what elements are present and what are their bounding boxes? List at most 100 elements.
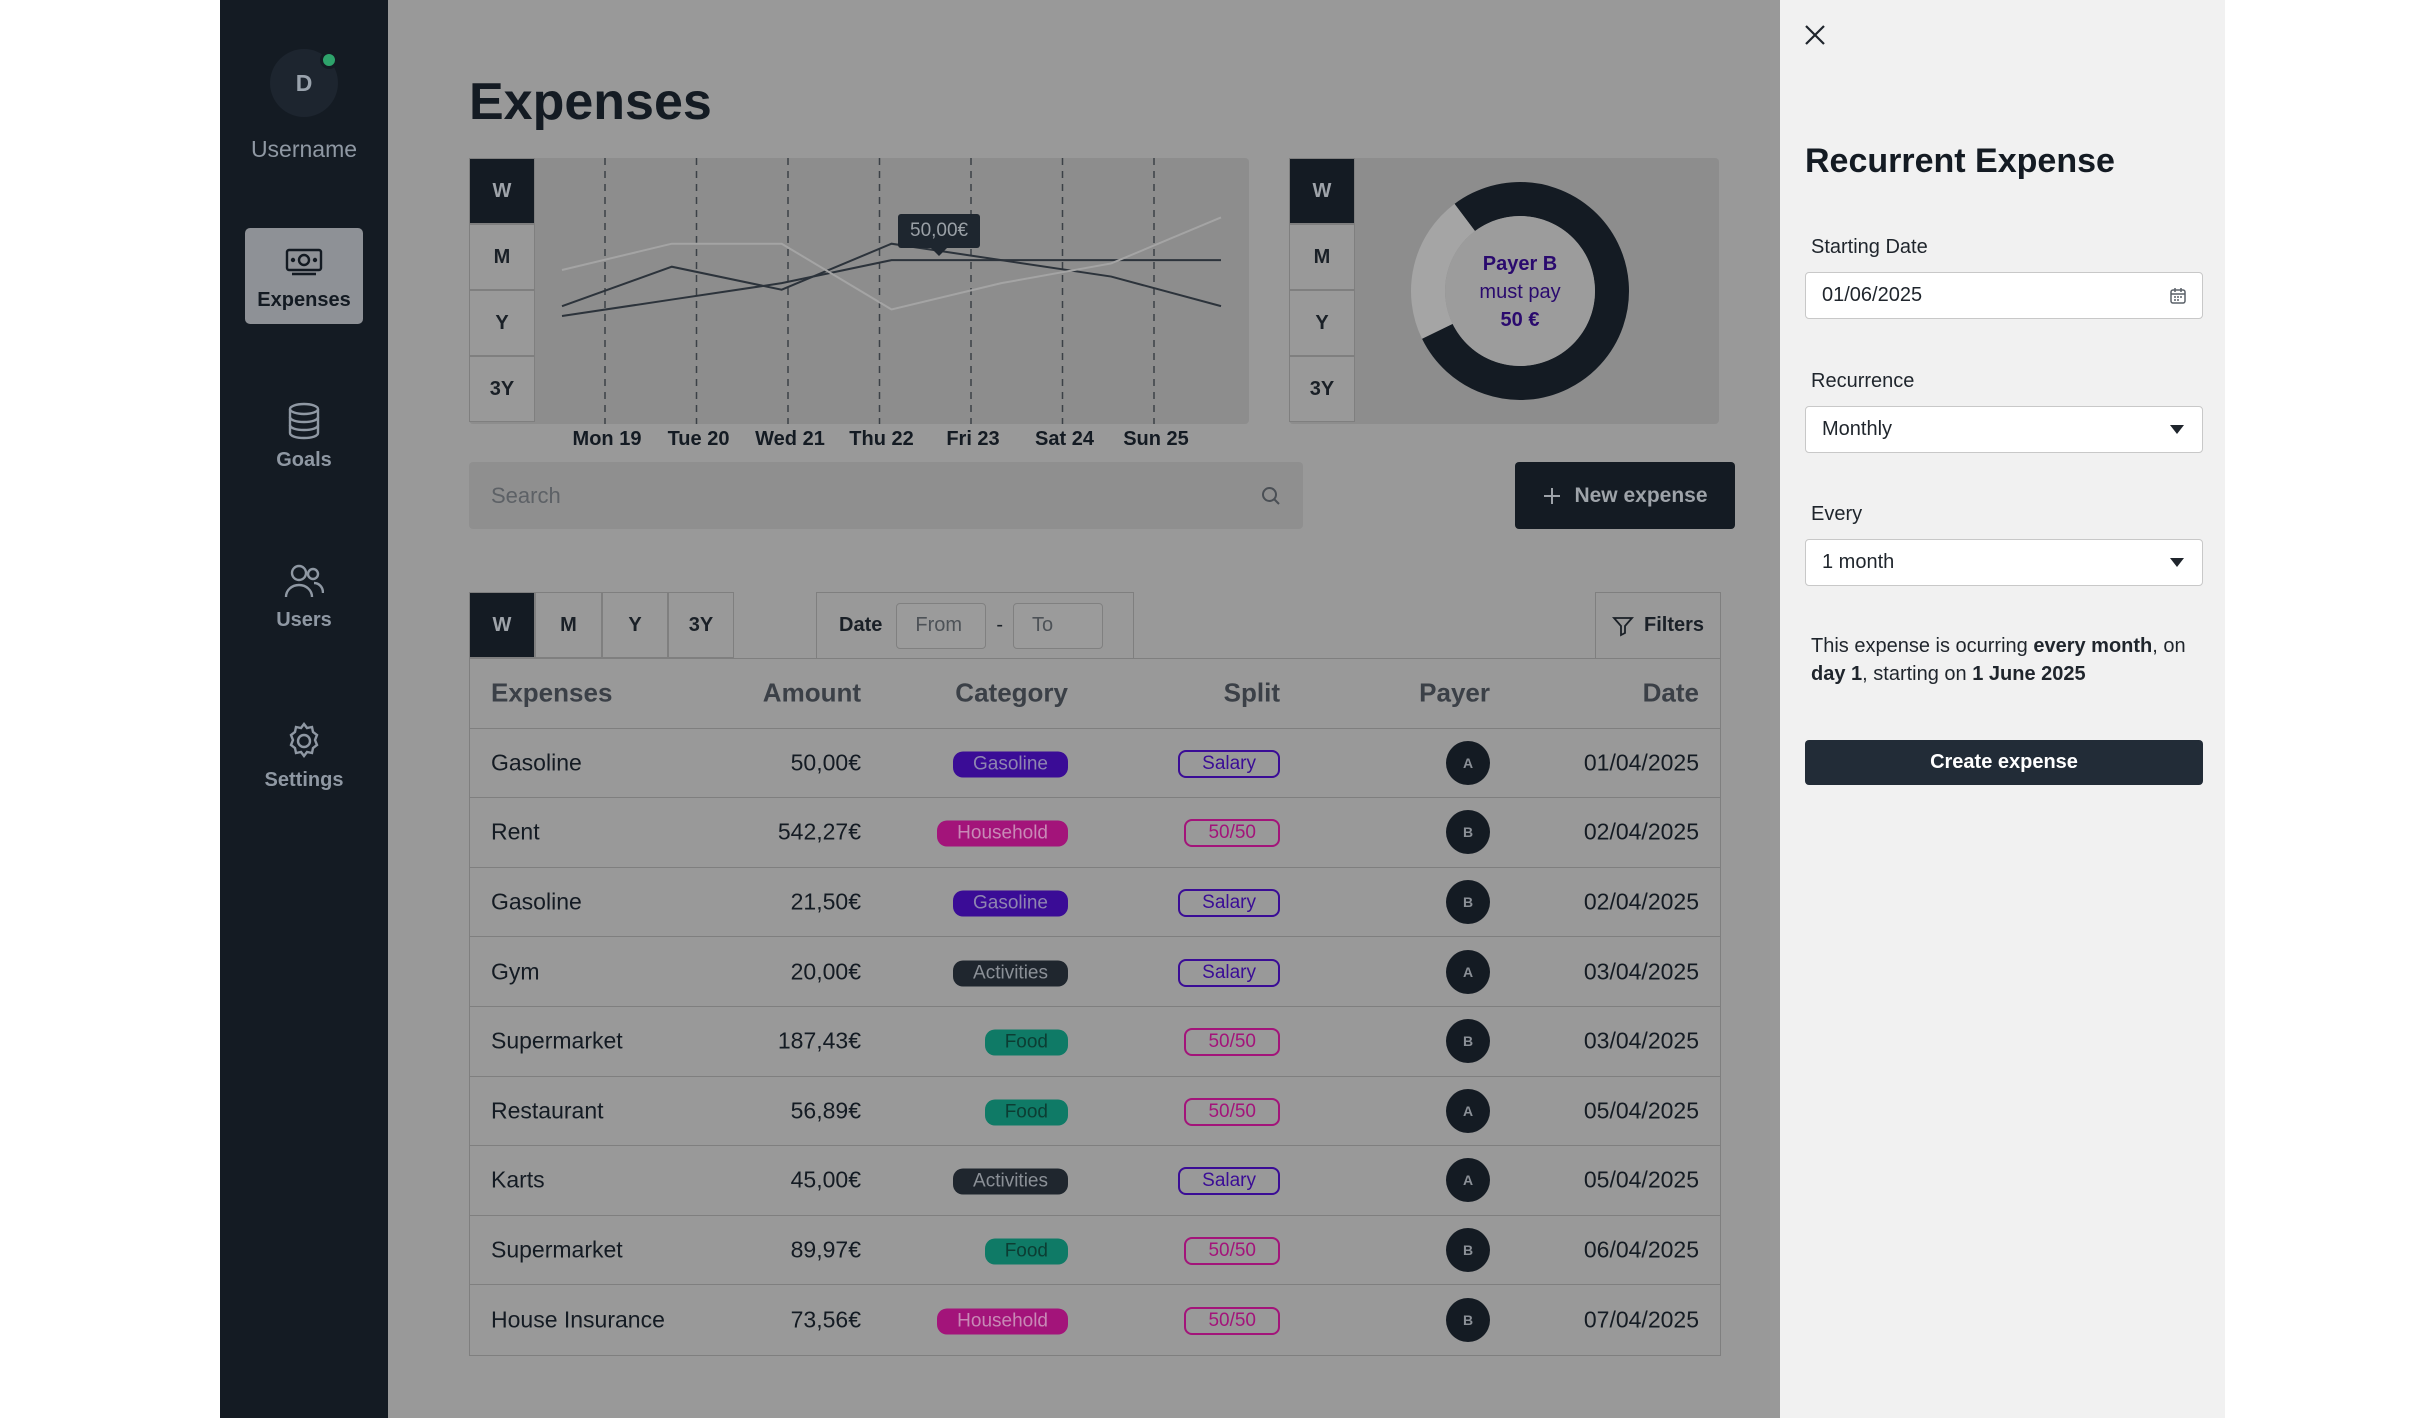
split-badge[interactable]: Salary <box>1178 1167 1280 1196</box>
expense-date: 06/04/2025 <box>1583 1236 1699 1263</box>
header-date[interactable]: Date <box>1642 677 1699 708</box>
recurrence-select[interactable]: Monthly <box>1805 406 2203 453</box>
header-amount[interactable]: Amount <box>762 677 861 708</box>
split-cell: 50/50 <box>1184 1026 1280 1057</box>
sidebar-item-goals[interactable]: Goals <box>245 388 363 484</box>
header-category[interactable]: Category <box>955 677 1068 708</box>
category-badge[interactable]: Household <box>937 1308 1068 1335</box>
expense-amount: 50,00€ <box>790 749 861 776</box>
expense-amount: 21,50€ <box>790 888 861 915</box>
payer-avatar[interactable]: B <box>1446 1019 1490 1064</box>
table-row[interactable]: Supermarket 187,43€ Food 50/50 B 03/04/2025 <box>470 1007 1720 1077</box>
split-badge[interactable]: 50/50 <box>1184 1307 1280 1336</box>
close-icon[interactable] <box>1802 22 1828 48</box>
split-badge[interactable]: Salary <box>1178 889 1280 918</box>
donut-tab-y[interactable]: Y <box>1289 290 1355 356</box>
payer-avatar[interactable]: A <box>1446 1088 1490 1133</box>
table-row[interactable]: Supermarket 89,97€ Food 50/50 B 06/04/2025 <box>470 1216 1720 1286</box>
header-split[interactable]: Split <box>1223 677 1280 708</box>
donut-payer: Payer B <box>1482 253 1558 275</box>
calendar-icon[interactable] <box>2168 286 2188 306</box>
sidebar-item-expenses[interactable]: Expenses <box>245 228 363 324</box>
table-row[interactable]: House Insurance 73,56€ Household 50/50 B 07/0… <box>470 1285 1720 1355</box>
starting-date-field[interactable]: 01/06/2025 <box>1805 272 2203 319</box>
chevron-down-icon <box>2170 558 2184 567</box>
payer-avatar[interactable]: A <box>1446 949 1490 994</box>
category-cell: Household <box>937 1306 1068 1335</box>
create-expense-button[interactable]: Create expense <box>1805 740 2203 785</box>
payer-avatar[interactable]: A <box>1446 740 1490 785</box>
category-badge[interactable]: Household <box>937 820 1068 847</box>
filter-tab-w[interactable]: W <box>469 592 535 658</box>
chart-x-tick-label: Wed 21 <box>755 428 825 450</box>
donut-tab-3y[interactable]: 3Y <box>1289 356 1355 422</box>
payer-cell: A <box>1446 1158 1490 1203</box>
table-row[interactable]: Restaurant 56,89€ Food 50/50 A 05/04/2025 <box>470 1077 1720 1147</box>
chart-tab-y[interactable]: Y <box>469 290 535 356</box>
category-badge[interactable]: Activities <box>953 960 1068 987</box>
expense-date: 05/04/2025 <box>1583 1097 1699 1124</box>
search-icon[interactable] <box>1259 484 1283 508</box>
user-avatar-wrap[interactable]: D <box>270 49 338 117</box>
split-badge[interactable]: 50/50 <box>1184 1028 1280 1057</box>
split-badge[interactable]: Salary <box>1178 958 1280 987</box>
expense-date: 03/04/2025 <box>1583 958 1699 985</box>
recurrent-expense-panel: Recurrent Expense Starting Date 01/06/20… <box>1780 0 2225 1418</box>
database-icon <box>288 402 320 439</box>
table-row[interactable]: Gasoline 21,50€ Gasoline Salary B 02/04/2025 <box>470 868 1720 938</box>
payer-avatar[interactable]: B <box>1446 1228 1490 1273</box>
donut-must-pay: must pay <box>1479 281 1561 303</box>
table-row[interactable]: Rent 542,27€ Household 50/50 B 02/04/2025 <box>470 798 1720 868</box>
table-row[interactable]: Karts 45,00€ Activities Salary A 05/04/2025 <box>470 1146 1720 1216</box>
filter-tab-3y[interactable]: 3Y <box>668 592 734 658</box>
expense-date: 03/04/2025 <box>1583 1027 1699 1054</box>
expense-name: Supermarket <box>491 1027 623 1054</box>
header-expenses[interactable]: Expenses <box>491 677 613 708</box>
split-cell: Salary <box>1178 748 1280 778</box>
main-content: Expenses W M Y 3Y 50,00€ Mon 19 Tue 20 Wed… <box>388 0 1780 1418</box>
split-badge[interactable]: Salary <box>1178 749 1280 778</box>
donut-chart-card: W M Y 3Y Payer B must pay 50 € <box>1289 158 1719 424</box>
chart-tab-w[interactable]: W <box>469 158 535 224</box>
chart-tab-3y[interactable]: 3Y <box>469 356 535 422</box>
chevron-down-icon <box>2170 425 2184 434</box>
split-badge[interactable]: 50/50 <box>1184 819 1280 848</box>
table-row[interactable]: Gasoline 50,00€ Gasoline Salary A 01/04/2025 <box>470 729 1720 799</box>
category-badge[interactable]: Gasoline <box>953 890 1068 917</box>
new-expense-button[interactable]: New expense <box>1515 462 1735 529</box>
date-from-input[interactable] <box>896 602 987 649</box>
search-input[interactable] <box>491 462 1251 529</box>
sidebar-item-users[interactable]: Users <box>245 548 363 644</box>
donut-hole <box>1445 216 1595 366</box>
payer-avatar[interactable]: B <box>1446 880 1490 925</box>
payer-avatar[interactable]: A <box>1446 1158 1490 1203</box>
sidebar-item-label: Users <box>276 608 332 631</box>
desc-text: , on <box>2152 635 2186 657</box>
header-payer[interactable]: Payer <box>1419 677 1490 708</box>
sidebar-item-settings[interactable]: Settings <box>245 708 363 804</box>
payer-avatar[interactable]: B <box>1446 810 1490 855</box>
category-badge[interactable]: Food <box>984 1099 1068 1126</box>
payer-avatar[interactable]: B <box>1446 1298 1490 1343</box>
split-badge[interactable]: 50/50 <box>1184 1097 1280 1126</box>
date-to-input[interactable] <box>1013 602 1104 649</box>
category-badge[interactable]: Food <box>984 1029 1068 1056</box>
filters-button[interactable]: Filters <box>1595 592 1721 658</box>
category-badge[interactable]: Food <box>984 1238 1068 1265</box>
category-cell: Household <box>937 818 1068 847</box>
date-range-dash: - <box>996 614 1004 636</box>
category-badge[interactable]: Gasoline <box>953 751 1068 778</box>
desc-frequency: every month <box>2033 635 2153 657</box>
donut-tab-m[interactable]: M <box>1289 224 1355 290</box>
filter-icon <box>1612 616 1634 636</box>
split-badge[interactable]: 50/50 <box>1184 1237 1280 1266</box>
category-badge[interactable]: Activities <box>953 1168 1068 1195</box>
filter-tab-m[interactable]: M <box>535 592 602 658</box>
filter-tab-y[interactable]: Y <box>602 592 668 658</box>
panel-title: Recurrent Expense <box>1805 142 2115 180</box>
donut-tab-w[interactable]: W <box>1289 158 1355 224</box>
table-row[interactable]: Gym 20,00€ Activities Salary A 03/04/2025 <box>470 937 1720 1007</box>
every-select[interactable]: 1 month <box>1805 539 2203 586</box>
chart-tab-m[interactable]: M <box>469 224 535 290</box>
chart-tooltip: 50,00€ <box>898 214 981 256</box>
